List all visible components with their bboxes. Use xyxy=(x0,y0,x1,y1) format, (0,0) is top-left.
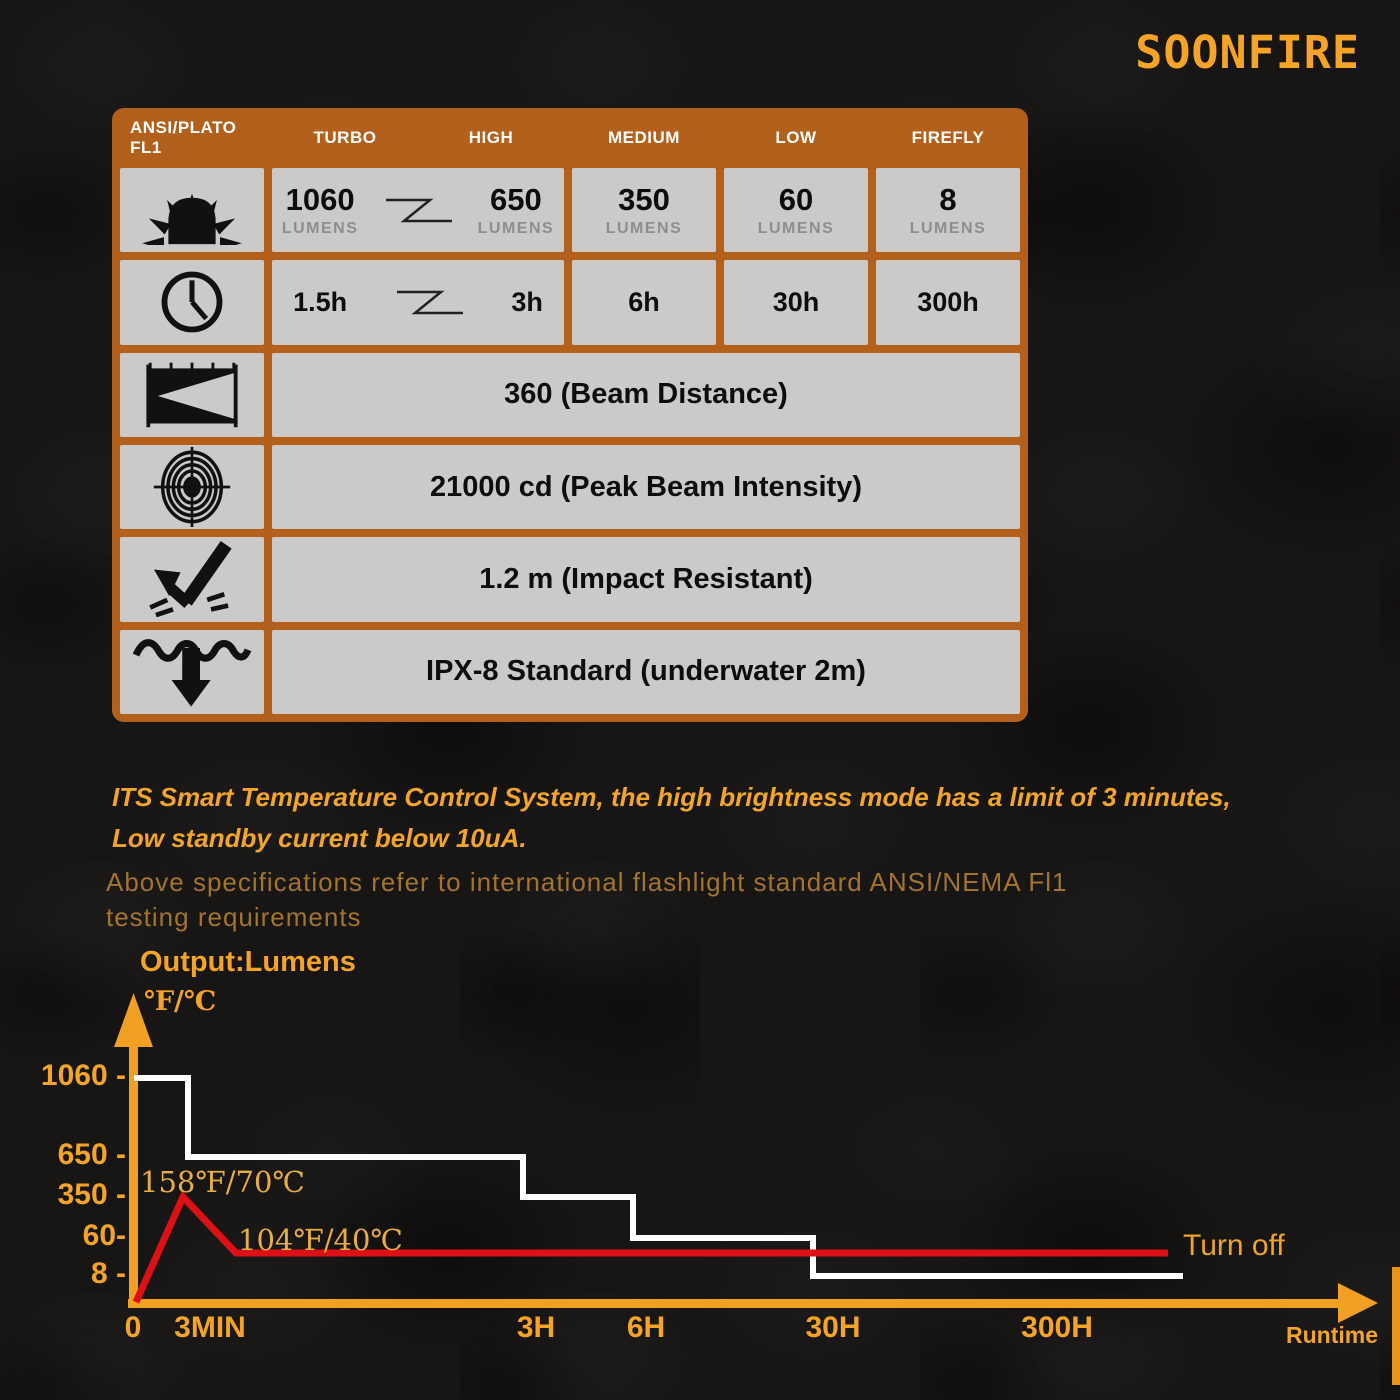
spec-note-line1: Above specifications refer to internatio… xyxy=(106,867,1068,897)
low-lumens-unit: LUMENS xyxy=(757,219,835,237)
y-tick-350: 350 - xyxy=(57,1178,126,1211)
chart-title: Output:Lumens xyxy=(140,946,356,978)
turbo-lumens-value: 1060 xyxy=(285,181,355,217)
y-tick-60: 60- xyxy=(82,1219,126,1252)
waterproof-icon xyxy=(120,629,264,714)
turbo-runtime-value: 1.5h xyxy=(293,286,348,317)
firefly-runtime-value: 300h xyxy=(876,260,1020,345)
firefly-lumens-unit: LUMENS xyxy=(909,219,987,237)
x-tick-30h: 30H xyxy=(805,1311,861,1344)
step-down-zigzag-icon xyxy=(397,291,464,315)
runtime-turbo-high-cell: 1.5h 3h xyxy=(272,260,564,345)
lumens-turbo-high-cell: 1060 LUMENS 650 LUMENS xyxy=(272,168,564,253)
waterproof-value: IPX-8 Standard (underwater 2m) xyxy=(272,629,1020,714)
header-firefly: FIREFLY xyxy=(911,128,985,147)
low-runtime-value: 30h xyxy=(724,260,868,345)
turn-off-label: Turn off xyxy=(1183,1229,1285,1262)
spec-note-line2: testing requirements xyxy=(106,902,362,932)
y-axis-unit-label: ℉/℃ xyxy=(144,986,217,1017)
low-lumens: 60 LUMENS xyxy=(724,168,868,253)
high-lumens-value: 650 xyxy=(490,181,542,217)
x-axis xyxy=(128,1283,1378,1323)
header-turbo: TURBO xyxy=(313,128,377,147)
header-medium: MEDIUM xyxy=(608,128,680,147)
medium-lumens-value: 350 xyxy=(618,181,670,217)
spec-table: ANSI/PLATO FL1 TURBO HIGH MEDIUM LOW FIR… xyxy=(112,108,1028,722)
step-down-zigzag-icon xyxy=(386,198,452,223)
turbo-lumens-unit: LUMENS xyxy=(281,219,359,237)
target-icon xyxy=(120,445,264,530)
right-edge-marker xyxy=(1392,1267,1400,1385)
high-runtime-value: 3h xyxy=(511,286,543,317)
x-tick-3h: 3H xyxy=(516,1311,556,1344)
beam-distance-value: 360 (Beam Distance) xyxy=(272,352,1020,437)
y-tick-650: 650 - xyxy=(57,1138,126,1171)
its-note-line2: Low standby current below 10uA. xyxy=(112,823,527,853)
firefly-lumens: 8 LUMENS xyxy=(876,168,1020,253)
x-tick-0: 0 xyxy=(124,1311,142,1344)
clock-icon xyxy=(120,260,264,345)
low-lumens-value: 60 xyxy=(778,181,814,217)
header-turbo-high: TURBO HIGH xyxy=(272,116,564,160)
impact-value: 1.2 m (Impact Resistant) xyxy=(272,537,1020,622)
brand-logo: SOONFIRE xyxy=(1135,26,1360,79)
header-ansi-plato: ANSI/PLATO FL1 xyxy=(130,118,237,157)
beam-distance-icon xyxy=(120,352,264,437)
peak-temperature-label: 158℉/70℃ xyxy=(140,1165,305,1199)
turbo-lumens: 1060 LUMENS xyxy=(282,184,359,237)
its-note-line1: ITS Smart Temperature Control System, th… xyxy=(112,782,1231,812)
y-tick-8: 8 - xyxy=(90,1257,126,1290)
x-tick-300h: 300H xyxy=(1021,1311,1093,1344)
x-tick-6h: 6H xyxy=(626,1311,666,1344)
x-tick-3min: 3MIN xyxy=(174,1311,246,1344)
sun-burst-icon xyxy=(120,168,264,253)
header-low: LOW xyxy=(775,128,817,147)
medium-lumens-unit: LUMENS xyxy=(605,219,683,237)
high-lumens-unit: LUMENS xyxy=(477,219,555,237)
medium-runtime-value: 6h xyxy=(572,260,716,345)
impact-icon xyxy=(120,537,264,622)
header-high: HIGH xyxy=(468,128,514,147)
peak-intensity-value: 21000 cd (Peak Beam Intensity) xyxy=(272,445,1020,530)
medium-lumens: 350 LUMENS xyxy=(572,168,716,253)
firefly-lumens-value: 8 xyxy=(939,181,957,217)
high-lumens: 650 LUMENS xyxy=(478,184,555,237)
y-tick-1060: 1060 - xyxy=(40,1059,126,1092)
x-axis-label: Runtime xyxy=(1286,1322,1378,1348)
steady-temperature-label: 104℉/40℃ xyxy=(238,1223,403,1257)
